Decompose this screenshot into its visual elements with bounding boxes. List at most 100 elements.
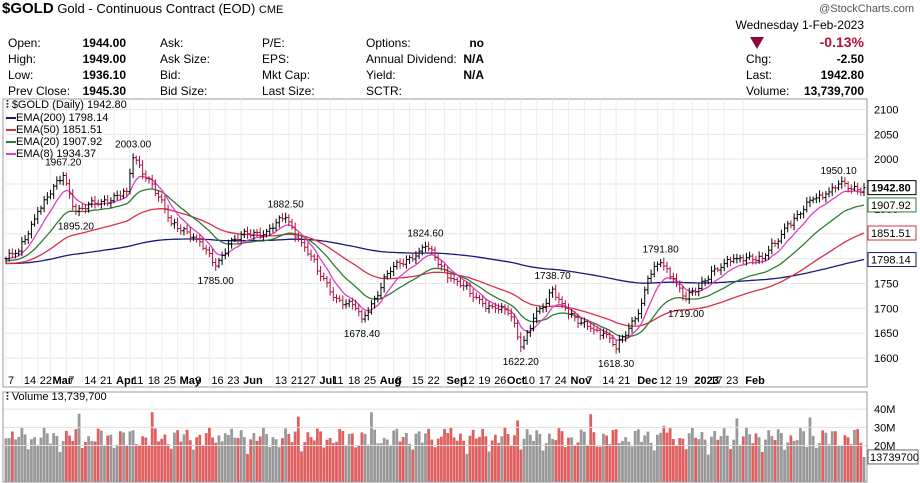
volume-bar — [668, 428, 672, 482]
volume-bar — [255, 441, 259, 482]
ohlc-bar — [585, 319, 590, 330]
ema50-tag: 1851.51 — [871, 228, 911, 240]
ohlc-bar — [169, 215, 173, 227]
volume-bar — [687, 433, 691, 482]
date-tick-label: 12 — [659, 375, 671, 387]
volume-bar — [538, 433, 542, 482]
date-tick-label: Nov — [570, 375, 592, 387]
ohlc-bar — [58, 175, 62, 185]
ohlc-bar — [700, 276, 704, 291]
ohlc-bar — [357, 304, 361, 317]
volume-bar — [265, 434, 268, 482]
volume-bar — [643, 435, 647, 482]
ohlc-bar — [849, 184, 853, 194]
volume-bar — [370, 412, 373, 482]
ohlc-bar — [751, 253, 755, 265]
ohlc-bar — [535, 307, 539, 324]
ohlc-bar — [668, 266, 672, 280]
ohlc-bar — [678, 280, 682, 293]
ohlc-bar — [449, 273, 453, 283]
ohlc-bar — [179, 224, 183, 235]
volume-bar — [157, 441, 160, 482]
volume-bar — [598, 446, 602, 482]
ohlc-bar — [836, 180, 841, 191]
volume-bar — [617, 442, 621, 482]
date-tick-label: 26 — [494, 375, 506, 387]
ohlc-bar — [398, 258, 402, 269]
ohlc-bar — [214, 258, 218, 271]
volume-bar — [125, 445, 129, 482]
ohlc-bar — [655, 261, 660, 272]
ohlc-bar — [833, 185, 837, 193]
volume-bar — [36, 444, 40, 482]
ohlc-bar — [322, 272, 326, 281]
date-tick-label: 23 — [227, 375, 239, 387]
volume-bar — [795, 440, 799, 482]
ohlc-bar — [738, 254, 742, 263]
ohlc-bar — [817, 190, 822, 203]
volume-bar — [767, 430, 771, 482]
ohlc-bar — [191, 233, 196, 241]
volume-bar — [443, 428, 446, 482]
open-value: 1944.00 — [82, 36, 126, 50]
volume-bar — [675, 444, 678, 482]
volume-bar — [834, 431, 837, 482]
volume-bar — [344, 445, 348, 482]
ohlc-bar — [64, 172, 68, 186]
ohlc-bar — [379, 282, 383, 299]
date-tick-label: 7 — [68, 375, 74, 387]
volume-bar — [249, 439, 253, 482]
prev-close-label: Prev Close: — [8, 84, 71, 98]
bid-size-label: Bid Size: — [160, 84, 208, 98]
ohlc-bar — [652, 261, 656, 278]
volume-value: 13,739,700 — [803, 84, 864, 98]
last-volume-tag-box — [867, 449, 919, 465]
volume-bar — [541, 450, 545, 482]
date-tick-label: 18 — [348, 375, 360, 387]
ohlc-bar — [109, 197, 113, 208]
volume-bar — [783, 449, 786, 482]
volume-bar — [691, 427, 694, 482]
volume-bar — [859, 442, 863, 482]
volume-bar — [548, 433, 551, 482]
ohlc-bar — [840, 176, 844, 189]
ohlc-bar — [255, 228, 259, 237]
volume-bar — [792, 440, 796, 482]
chart-title: $GOLD Gold - Continuous Contract (EOD) C… — [2, 0, 283, 17]
volume-bar — [678, 437, 682, 482]
volume-label: Volume: — [746, 84, 790, 98]
ohlc-bar — [315, 255, 320, 276]
volume-bar — [119, 431, 122, 482]
volume-bar — [551, 438, 554, 482]
ohlc-bar — [639, 298, 644, 319]
date-tick-label: 15 — [412, 375, 424, 387]
date-tick-label: 24 — [555, 375, 567, 387]
ohlc-bar — [268, 224, 272, 236]
volume-bar — [131, 430, 135, 482]
ohlc-bar — [407, 255, 412, 264]
ohlc-bar — [7, 249, 11, 262]
volume-bar — [42, 427, 46, 482]
volume-bar — [414, 433, 418, 482]
ohlc-bar — [87, 201, 91, 213]
volume-bar — [808, 417, 812, 482]
ohlc-bar — [369, 300, 374, 315]
volume-bar — [331, 443, 335, 482]
ema20-line — [5, 188, 865, 338]
volume-bar — [160, 438, 164, 482]
volume-bar — [430, 439, 434, 482]
volume-bar — [379, 443, 383, 482]
ohlc-bar — [77, 204, 81, 217]
price-tags: 1942.80 1907.92 1851.51 1798.14 13739700 — [867, 180, 919, 465]
date-tick-label: 16 — [211, 375, 223, 387]
volume-bar — [350, 433, 354, 482]
volume-bar — [360, 432, 364, 482]
price-tick-label: 1600 — [874, 353, 898, 365]
ohlc-bar — [674, 273, 679, 288]
volume-bar — [112, 447, 116, 482]
volume-bar — [611, 430, 615, 482]
volume-bar — [258, 436, 262, 482]
volume-bar — [525, 429, 529, 482]
ohlc-bar — [748, 251, 752, 260]
ohlc-bar — [792, 213, 796, 231]
